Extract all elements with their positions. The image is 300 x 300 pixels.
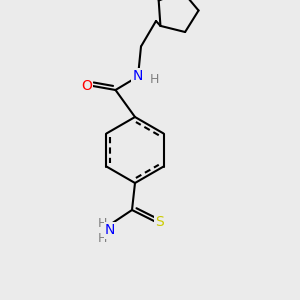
Text: S: S xyxy=(155,215,164,229)
Text: N: N xyxy=(105,224,115,237)
Text: N: N xyxy=(133,70,143,83)
Text: O: O xyxy=(81,79,92,92)
Text: H: H xyxy=(150,73,159,86)
Text: H: H xyxy=(98,232,108,245)
Text: H: H xyxy=(98,217,108,230)
